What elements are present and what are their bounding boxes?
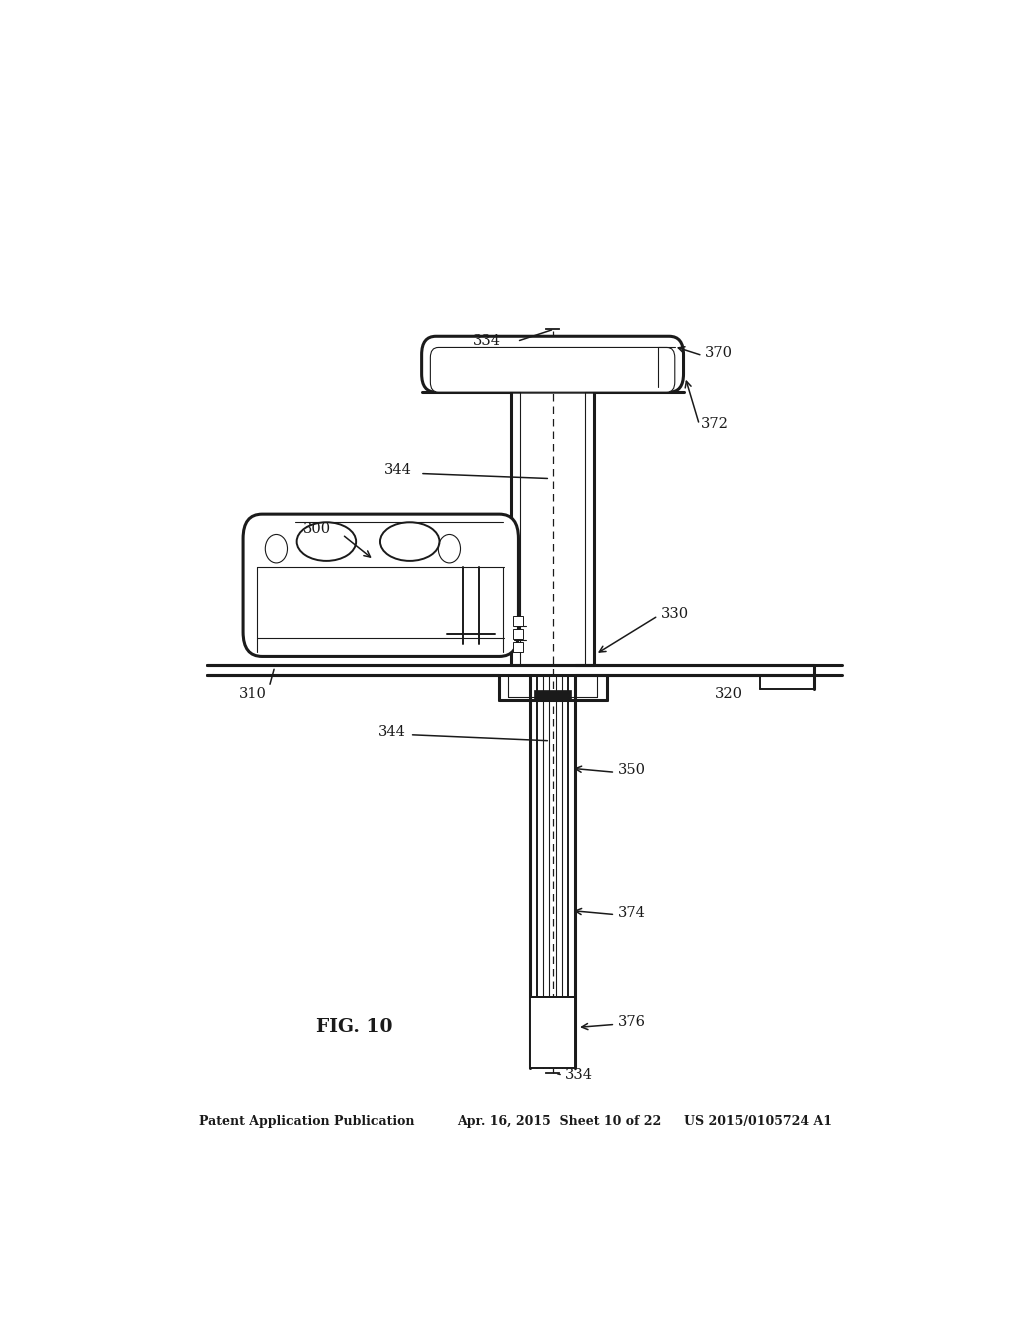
Text: 370: 370 xyxy=(705,346,733,359)
Text: 374: 374 xyxy=(617,906,645,920)
Text: US 2015/0105724 A1: US 2015/0105724 A1 xyxy=(684,1115,831,1129)
Text: FIG. 10: FIG. 10 xyxy=(316,1019,392,1036)
Ellipse shape xyxy=(297,523,356,561)
Text: 330: 330 xyxy=(660,607,688,620)
Bar xyxy=(535,690,570,700)
Bar xyxy=(513,630,523,639)
Text: 344: 344 xyxy=(384,463,413,478)
Ellipse shape xyxy=(380,523,439,561)
FancyBboxPatch shape xyxy=(422,337,684,392)
Text: 300: 300 xyxy=(303,523,331,536)
Bar xyxy=(513,643,523,652)
Text: 334: 334 xyxy=(473,334,501,348)
Text: 350: 350 xyxy=(617,763,646,777)
Text: 372: 372 xyxy=(701,417,729,430)
Bar xyxy=(513,615,523,626)
FancyBboxPatch shape xyxy=(430,347,675,392)
Text: Apr. 16, 2015  Sheet 10 of 22: Apr. 16, 2015 Sheet 10 of 22 xyxy=(458,1115,662,1129)
Bar xyxy=(530,997,574,1068)
Text: 334: 334 xyxy=(565,1068,593,1082)
Text: 376: 376 xyxy=(617,1015,646,1030)
Text: 320: 320 xyxy=(715,686,743,701)
Text: 344: 344 xyxy=(378,725,406,739)
Text: 310: 310 xyxy=(240,686,267,701)
FancyBboxPatch shape xyxy=(243,515,518,656)
Text: Patent Application Publication: Patent Application Publication xyxy=(200,1115,415,1129)
